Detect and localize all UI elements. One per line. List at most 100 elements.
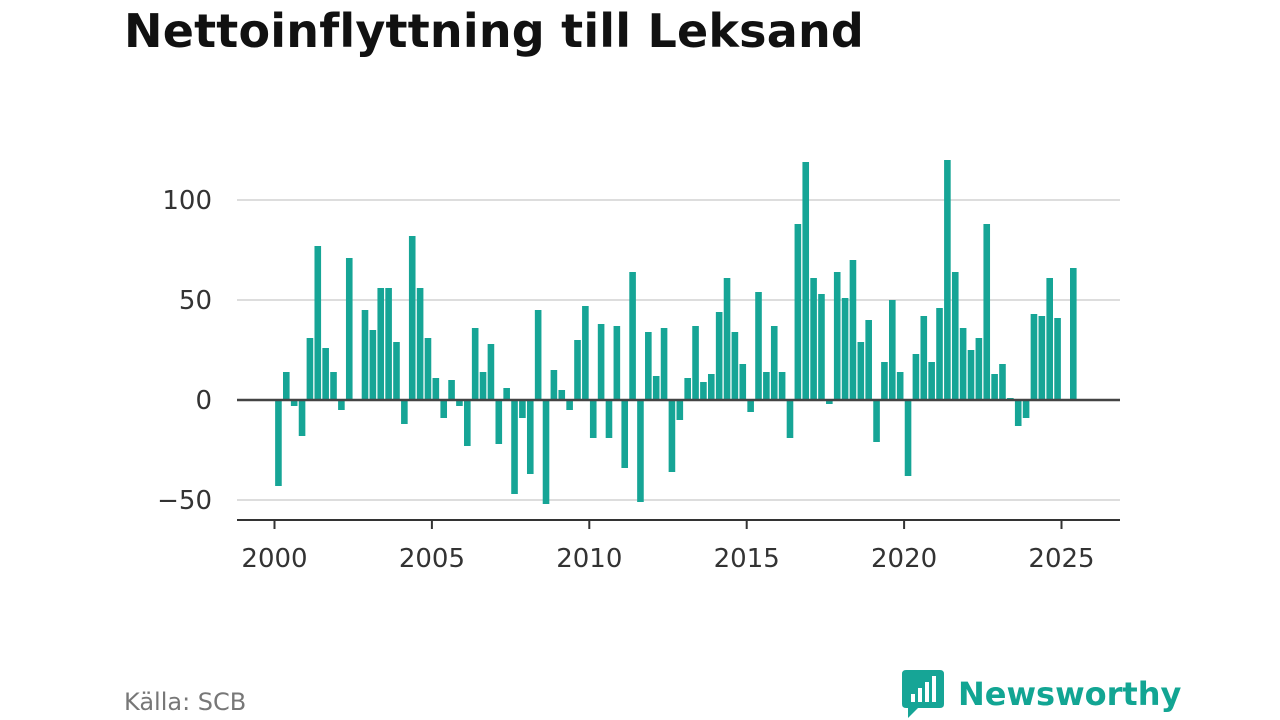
bar xyxy=(322,348,329,400)
bar xyxy=(723,278,731,400)
bar xyxy=(731,332,739,400)
bar xyxy=(290,400,298,406)
bar xyxy=(408,236,416,400)
bar xyxy=(818,294,825,400)
bar xyxy=(306,338,314,400)
bar xyxy=(345,258,353,400)
y-tick-label: 100 xyxy=(162,186,212,216)
bar xyxy=(440,400,448,418)
bar xyxy=(589,400,597,438)
bar xyxy=(511,400,518,494)
bar xyxy=(456,400,463,406)
bar xyxy=(700,382,707,400)
bar xyxy=(369,330,377,400)
bar xyxy=(660,328,668,400)
bar xyxy=(841,298,849,400)
x-tick-label: 2010 xyxy=(556,544,622,574)
bar xyxy=(676,400,684,420)
bar xyxy=(464,400,471,446)
bar xyxy=(566,400,573,410)
bar xyxy=(975,338,983,400)
bar xyxy=(1022,400,1030,418)
bar xyxy=(715,312,723,400)
x-tick-label: 2000 xyxy=(241,544,307,574)
bar xyxy=(692,326,699,400)
bars xyxy=(275,160,1077,504)
bar xyxy=(519,400,526,418)
bar xyxy=(629,272,636,400)
x-tick-label: 2025 xyxy=(1028,544,1094,574)
bar xyxy=(597,324,605,400)
bar xyxy=(582,306,589,400)
bar xyxy=(857,342,865,400)
gridlines xyxy=(237,199,1120,501)
brand[interactable]: Newsworthy xyxy=(902,670,1181,718)
bar xyxy=(904,400,912,476)
bar xyxy=(1014,400,1022,426)
bar xyxy=(432,378,440,400)
bar xyxy=(487,344,495,400)
bar xyxy=(912,354,920,400)
bar xyxy=(424,338,432,400)
bar xyxy=(574,340,581,400)
source-note: Källa: SCB xyxy=(124,688,247,716)
y-tick-label: −50 xyxy=(157,486,212,516)
bar xyxy=(393,342,400,400)
bar xyxy=(928,362,935,400)
bar xyxy=(747,400,754,412)
bar xyxy=(283,372,290,400)
newsworthy-logo-icon xyxy=(902,670,944,718)
bar xyxy=(416,288,424,400)
bar xyxy=(865,320,872,400)
bar xyxy=(967,350,975,400)
bar xyxy=(755,292,762,400)
bar xyxy=(471,328,479,400)
bar xyxy=(652,376,660,400)
bar xyxy=(936,308,943,400)
bar xyxy=(605,400,613,438)
bar xyxy=(778,372,786,400)
bar xyxy=(621,400,629,468)
y-tick-label: 0 xyxy=(195,386,212,416)
x-tick-label: 2020 xyxy=(871,544,937,574)
bar xyxy=(1038,316,1046,400)
bar xyxy=(361,310,369,400)
bar xyxy=(479,372,487,400)
bar xyxy=(526,400,534,474)
bar xyxy=(999,364,1006,400)
bar xyxy=(794,224,802,400)
bar xyxy=(1070,268,1077,400)
bar xyxy=(298,400,306,436)
bar xyxy=(826,400,833,404)
bar xyxy=(1054,318,1061,400)
bar xyxy=(503,388,510,400)
bar xyxy=(739,364,747,400)
bar xyxy=(959,328,967,400)
axes xyxy=(237,398,1120,529)
bar xyxy=(314,246,322,400)
tick-labels: −50 0 50 100 2000 2005 2010 2015 2020 2025 xyxy=(157,186,1094,574)
bar xyxy=(920,316,928,400)
bar xyxy=(275,400,282,486)
bar xyxy=(1030,314,1038,400)
bar xyxy=(401,400,408,424)
bar xyxy=(330,372,337,400)
bar xyxy=(550,370,558,400)
bar xyxy=(873,400,880,442)
bar xyxy=(542,400,550,504)
bar xyxy=(896,372,904,400)
bar xyxy=(385,288,392,400)
bar xyxy=(448,380,455,400)
bar xyxy=(983,224,991,400)
y-tick-label: 50 xyxy=(179,286,212,316)
bar xyxy=(944,160,951,400)
bar xyxy=(849,260,857,400)
bar xyxy=(558,390,566,400)
bar xyxy=(613,326,621,400)
bar xyxy=(991,374,998,400)
bar xyxy=(1046,278,1053,400)
chart-title: Nettoinflyttning till Leksand xyxy=(124,4,865,58)
bar xyxy=(684,378,691,400)
bar xyxy=(534,310,542,400)
